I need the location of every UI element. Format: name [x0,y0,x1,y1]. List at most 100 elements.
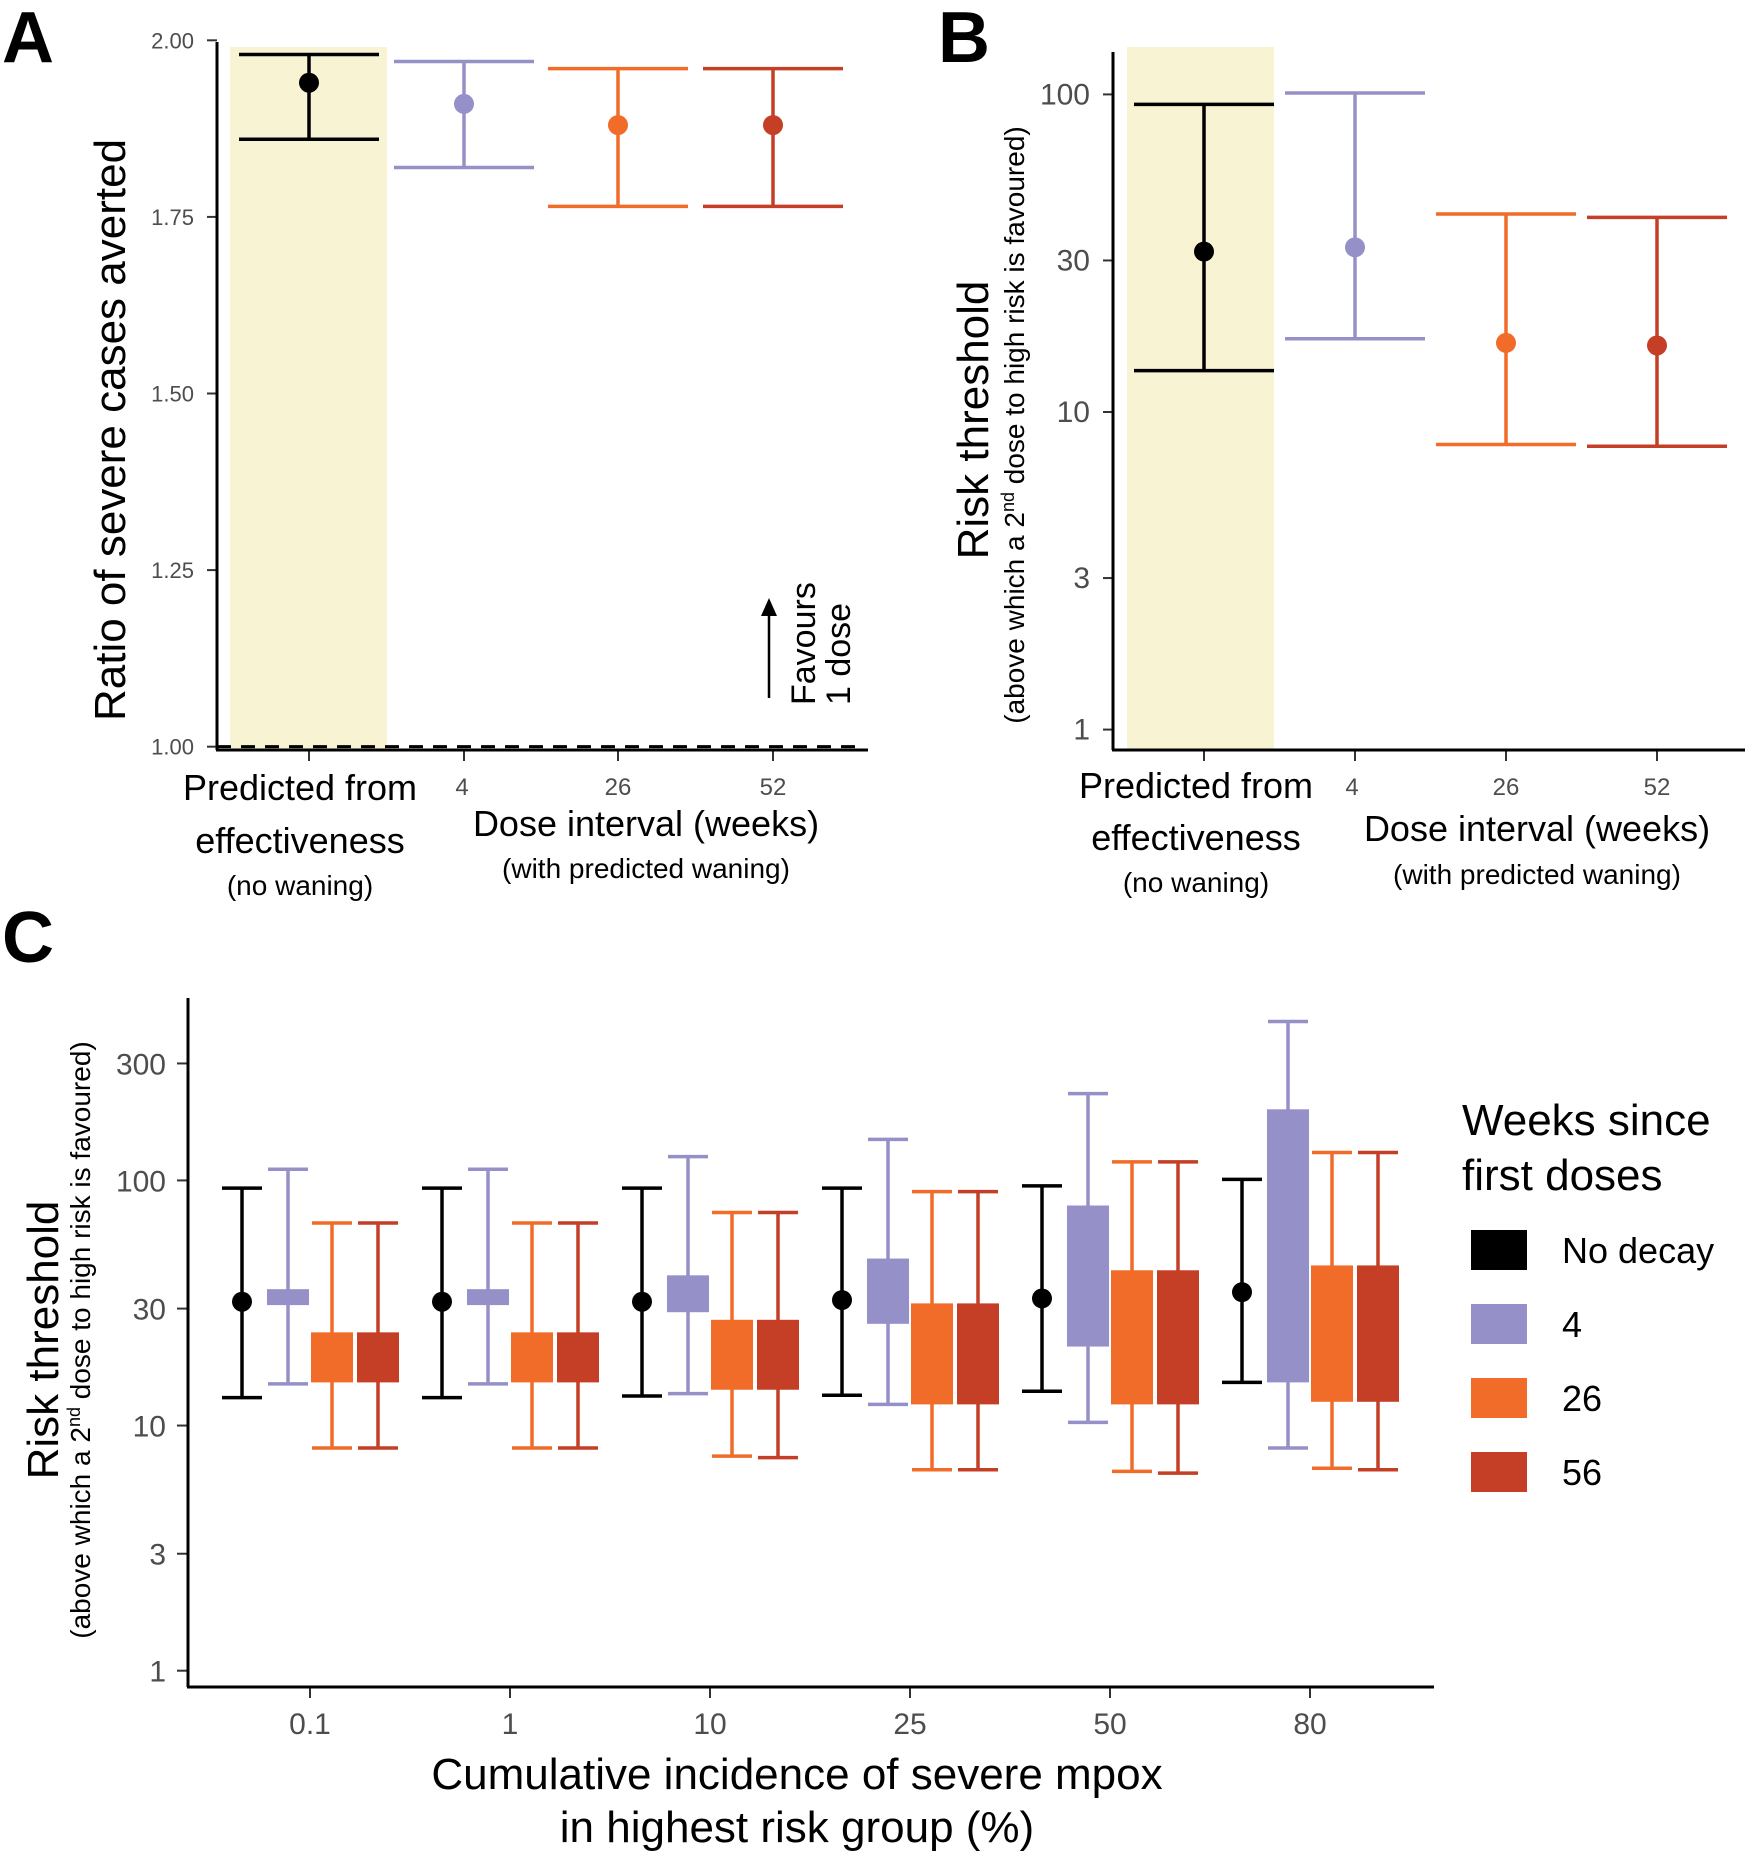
panel-a-point-2 [394,59,534,170]
panel-c-y-tick-label: 30 [133,1294,166,1327]
legend-label-1: No decay [1562,1230,1714,1271]
panel-a-annotation-line2: 1 dose [820,603,858,705]
panel-a-x-axis-title: Dose interval (weeks) [473,803,819,844]
legend-swatch-4 [1471,1452,1527,1492]
panel-b-y-tick-label: 3 [1073,562,1090,595]
panel-c-s2-c6-mark [1267,1019,1309,1450]
panel-c-s1-c1-marker [232,1291,252,1312]
panel-c-s1-c6-marker [1232,1282,1252,1303]
legend-label-3: 26 [1562,1378,1602,1419]
panel-b-marks [1134,91,1727,449]
panel-a-y-tick-label: 2.00 [151,28,194,53]
panel-a-favours-arrow-head [761,598,777,616]
panel-c-s3-c4-box [911,1303,953,1405]
panel-c-s4-c6-mark [1357,1150,1399,1472]
panel-c-s1-c1-mark [222,1186,262,1400]
panel-c-s1-c2-mark [422,1186,462,1400]
panel-c-s3-c6-box [1311,1265,1353,1402]
panel-b-x-axis-subtitle: (with predicted waning) [1393,859,1681,890]
panel-b-x-ticks: 4 26 52 [1203,750,1670,801]
panel-c-s4-c2-mark [557,1221,599,1450]
panel-c-s2-c3-mark [667,1154,709,1396]
panel-c-s2-c2-box [467,1289,509,1306]
panel-a-y-tick-label: 1.75 [151,205,194,230]
panel-c-x-axis-title: Cumulative incidence of severe mpox [431,1750,1162,1799]
panel-c-s4-c2-box [557,1332,599,1383]
panel-c-s4-c3-mark [757,1210,799,1460]
panel-c-y-ticks: 1 3 10 30 100 300 [116,1048,188,1689]
panel-c: C 1 3 10 30 100 300 0.1 1 10 25 50 80 Risk thresho… [2,898,1714,1852]
panel-a-x-tick-label: 26 [605,774,632,801]
panel-c-marks [222,1019,1399,1475]
panel-c-s4-c6-box [1357,1265,1399,1402]
panel-c-series-1 [222,1177,1262,1400]
panel-c-y-tick-label: 300 [116,1048,166,1081]
panel-c-y-tick-label: 10 [133,1411,166,1444]
panel-a-point-1 [239,52,379,141]
panel-a-y-ticks: 1.00 1.25 1.50 1.75 2.00 [151,28,217,760]
panel-b-category-label-1: Predicted from [1079,765,1313,806]
panel-b-category-label-3: (no waning) [1123,867,1269,898]
panel-b-point-1 [1134,102,1274,373]
panel-c-s3-c4-mark [911,1189,953,1472]
panel-b-highlight-band [1127,47,1274,749]
panel-c-s3-c1-mark [311,1221,353,1450]
panel-c-s2-c4-mark [867,1137,909,1407]
panel-c-s2-c2-mark [467,1167,509,1386]
panel-b: B 1 3 10 30 100 4 26 52 Risk threshold (above … [938,0,1745,898]
panel-c-s4-c5-mark [1157,1160,1199,1475]
panel-a-point-3 [548,66,688,209]
panel-c-s4-c3-box [757,1319,799,1390]
legend-label-4: 56 [1562,1452,1602,1493]
panel-a-y-tick-label: 1.00 [151,735,194,760]
panel-c-x-tick-label: 50 [1093,1708,1126,1741]
panel-b-x-axis-title: Dose interval (weeks) [1364,808,1710,849]
panel-c-s4-c4-mark [957,1189,999,1472]
panel-a-marks [217,52,856,749]
panel-c-series-2 [267,1019,1309,1450]
panel-c-s3-c3-mark [711,1210,753,1458]
panel-b-point-3-marker [1496,332,1516,353]
panel-a-x-tick-label: 52 [760,774,787,801]
legend-title-line1: Weeks since [1462,1096,1711,1145]
panel-b-y-ticks: 1 3 10 30 100 [1040,78,1113,747]
panel-b-y-subtitle-pre: (above which a 2 [999,512,1030,724]
legend-title-line2: first doses [1462,1151,1663,1200]
panel-c-s1-c4-mark [822,1186,862,1397]
panel-b-y-tick-label: 10 [1057,396,1090,429]
panel-c-s1-c3-marker [632,1291,652,1312]
panel-a-point-1-marker [299,72,319,93]
panel-a-x-ticks: 4 26 52 [308,750,787,801]
panel-c-s2-c1-box [267,1289,309,1306]
panel-c-s3-c2-box [511,1332,553,1383]
panel-c-s2-c1-mark [267,1167,309,1386]
panel-c-s2-c4-box [867,1258,909,1324]
panel-c-s1-c4-marker [832,1290,852,1311]
panel-b-y-subtitle-sup: nd [998,492,1018,512]
panel-c-s2-c5-mark [1067,1091,1109,1425]
panel-b-y-axis-title: Risk threshold [949,281,998,560]
panel-a-x-tick-label: 4 [455,774,468,801]
panel-c-s3-c5-box [1111,1270,1153,1405]
panel-b-y-tick-label: 30 [1057,244,1090,277]
panel-a-annotation-line1: Favours [785,582,823,705]
panel-b-y-axis-subtitle: (above which a 2nd dose to high risk is … [998,126,1030,723]
panel-c-s3-c3-box [711,1319,753,1390]
panel-b-category-label-2: effectiveness [1091,817,1300,858]
panel-c-y-axis-subtitle: (above which a 2nd dose to high risk is … [64,1041,96,1638]
panel-a-category-label-2: effectiveness [195,820,404,861]
panel-a-category-label-3: (no waning) [227,870,373,901]
panel-a-y-axis-title: Ratio of severe cases averted [86,139,135,721]
panel-c-x-tick-label: 80 [1293,1708,1326,1741]
panel-b-point-4 [1587,215,1727,449]
panel-c-x-ticks: 0.1 1 10 25 50 80 [289,1687,1327,1741]
legend-entries: No decay 4 26 56 [1471,1230,1714,1493]
panel-c-s4-c1-mark [357,1221,399,1450]
panel-a-x-axis-subtitle: (with predicted waning) [502,853,790,884]
panel-b-y-tick-label: 1 [1073,714,1090,747]
legend-swatch-3 [1471,1378,1527,1418]
panel-c-legend: Weeks since first doses No decay 4 26 56 [1462,1096,1714,1493]
panel-c-y-subtitle-pre: (above which a 2 [65,1427,96,1639]
panel-c-s1-c2-marker [432,1291,452,1312]
